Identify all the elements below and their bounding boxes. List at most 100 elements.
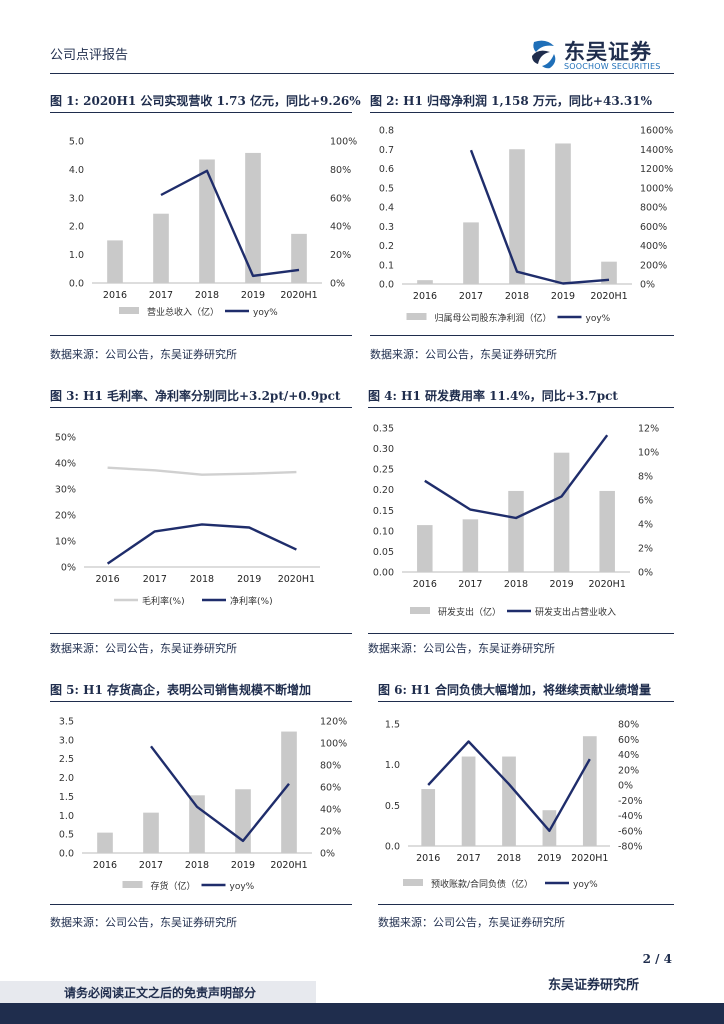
figure-5-bottom-rule [50,904,352,905]
y-right-tick-label: 40% [320,805,341,816]
figure-1-top-rule [50,112,352,113]
y-left-tick-label: 0.30 [373,444,394,455]
figure-5-top-rule [50,701,352,702]
x-tick-label: 2019 [237,574,261,585]
y-right-tick-label: -20% [618,796,643,807]
y-right-tick-label: 1200% [640,164,673,175]
y-right-tick-label: 800% [640,203,667,214]
chart-0-svg: 0.0 1.0 2.0 3.0 4.0 5.0 0% 20% 40% 60% 80% 100% 2016… [69,137,357,319]
y-right-tick-label: 4% [638,520,653,531]
y-left-tick-label: 2.0 [69,222,84,233]
y-left-tick-label: 50% [55,433,76,444]
y-right-tick-label: 80% [320,761,341,772]
report-type: 公司点评报告 [50,48,129,63]
x-tick-label: 2016 [413,291,437,302]
chart-rnd: 0.00 0.05 0.10 0.15 0.20 0.25 0.30 0.35 0% 2% 4% 6%… [368,420,674,629]
figure-6-top-rule [378,701,674,702]
y-right-tick-label: 0% [638,568,653,579]
x-tick-label: 2016 [103,290,127,301]
brand-logo: 东吴证券 SOOCHOW SECURITIES [528,38,678,72]
y-right-tick-label: 600% [640,222,667,233]
bar-2017 [461,756,476,846]
page-number: 2 / 4 [642,952,672,966]
bar-2020H1 [291,233,307,283]
y-right-tick-label: 100% [320,739,347,750]
y-left-tick-label: 30% [55,485,76,496]
y-right-tick-label: 10% [638,448,659,459]
y-right-tick-label: 12% [638,424,659,435]
figure-1-bottom-rule [50,335,352,336]
y-left-tick-label: 3.0 [59,735,74,746]
legend-label: 存货（亿） [151,880,196,892]
bar-2018 [189,795,205,853]
legend-label: 研发支出（亿） [438,606,501,618]
y-right-tick-label: 60% [320,783,341,794]
x-tick-label: 2017 [459,291,483,302]
footer-firm-name: 东吴证券研究所 [548,978,640,993]
x-tick-label: 2019 [231,860,255,871]
x-tick-label: 2020H1 [278,574,315,585]
chart-contract-liabilities: 0.0 0.5 1.0 1.5 -80% -60% -40% -20% 0% 20% 40% 60% 8… [378,714,674,903]
x-tick-label: 2016 [416,853,440,864]
y-left-tick-label: 0% [61,563,76,574]
x-tick-label: 2017 [457,853,481,864]
footer-band [0,1003,724,1024]
series-line-yoy% [160,169,300,278]
series-line-yoy% [469,149,610,285]
y-left-tick-label: 4.0 [69,165,84,176]
x-tick-label: 2018 [504,579,528,590]
figure-4-title: 图 4: H1 研发费用率 11.4%，同比+3.7pct [368,389,618,403]
y-left-tick-label: 2.0 [59,773,74,784]
legend-label: 预收账款/合同负债（亿） [431,878,533,890]
figure-2-title: 图 2: H1 归母净利润 1,158 万元，同比+43.31% [370,94,652,108]
y-right-tick-label: 40% [330,222,351,233]
y-left-tick-label: 1.0 [385,760,400,771]
x-tick-label: 2020H1 [280,290,317,301]
y-left-tick-label: 0.15 [373,506,394,517]
y-left-tick-label: 3.0 [69,193,84,204]
chart-5-svg: 0.0 0.5 1.0 1.5 -80% -60% -40% -20% 0% 20% 40% 60% 8… [385,720,643,891]
y-right-tick-label: 2% [638,544,653,555]
y-left-tick-label: 0.00 [373,568,394,579]
bar-2016 [417,525,433,572]
bar-2017 [463,222,479,284]
y-right-tick-label: -80% [618,842,643,853]
x-tick-label: 2016 [96,574,120,585]
y-right-tick-label: 0% [330,279,345,290]
bar-2017 [153,213,169,283]
y-left-tick-label: 0.0 [69,279,84,290]
chart-margins: 0% 10% 20% 30% 40% 50% 2016 2017 2018 2019 2020H1 毛… [50,426,350,625]
legend-label: 营业总收入（亿） [147,306,219,318]
y-right-tick-label: 20% [320,827,341,838]
y-left-tick-label: 0.10 [373,526,394,537]
legend-swatch-bar [406,313,427,320]
y-left-tick-label: 1.5 [385,720,400,731]
figure-6-bottom-rule [378,904,674,905]
x-tick-label: 2019 [537,853,561,864]
y-left-tick-label: 0.05 [373,547,394,558]
series-line-yoy% [150,745,290,843]
series-line-毛利率(%) [107,466,297,476]
x-tick-label: 2017 [458,579,482,590]
figure-6-title: 图 6: H1 合同负债大幅增加，将继续贡献业绩增量 [378,683,652,697]
x-tick-label: 2017 [143,574,167,585]
y-right-tick-label: 6% [638,496,653,507]
x-tick-label: 2019 [551,291,575,302]
y-right-tick-label: 1400% [640,145,673,156]
legend-label: 净利率(%) [230,595,273,607]
figure-6-source: 数据来源：公司公告，东吴证券研究所 [378,916,565,929]
y-left-tick-label: 2.5 [59,754,74,765]
figure-3-bottom-rule [50,633,352,634]
legend-label: yoy% [573,880,598,890]
x-tick-label: 2017 [149,290,173,301]
bar-2020H1 [601,261,617,284]
figure-1-source: 数据来源：公司公告，东吴证券研究所 [50,348,237,361]
figure-3-title: 图 3: H1 毛利率、净利率分别同比+3.2pt/+0.9pct [50,389,341,403]
y-right-tick-label: 60% [330,193,351,204]
bar-2016 [421,789,436,846]
chart-3-svg: 0.00 0.05 0.10 0.15 0.20 0.25 0.30 0.35 0% 2% 4% 6%… [373,424,659,619]
x-tick-label: 2020H1 [571,853,608,864]
figure-4-top-rule [368,407,674,408]
y-left-tick-label: 0.5 [59,830,74,841]
y-left-tick-label: 0.0 [59,849,74,860]
